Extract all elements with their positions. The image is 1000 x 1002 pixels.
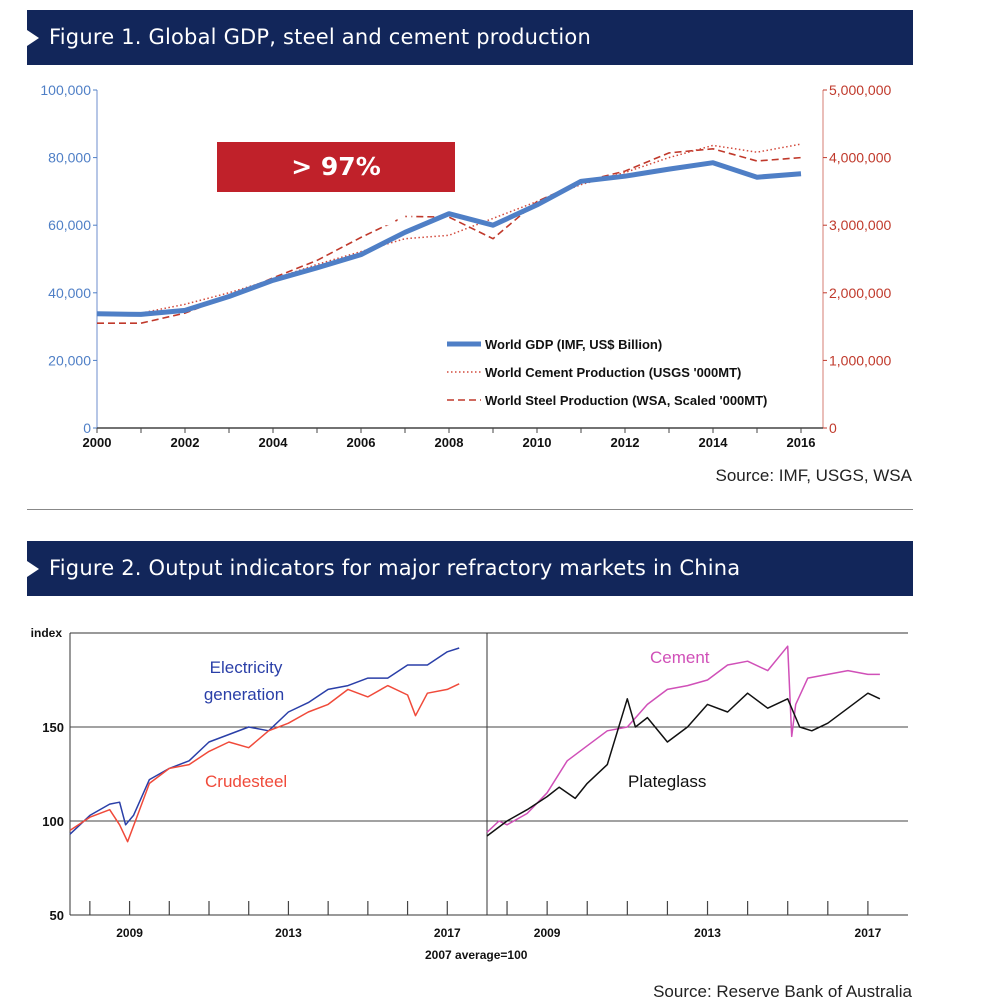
figure1-chart: 0 20,000 40,000 60,000 80,000 100,000 0 1,000,0… [40, 82, 891, 450]
x-tick-label: 2008 [435, 435, 464, 450]
x-tick-label: 2017 [434, 926, 461, 940]
left-tick-label: 0 [83, 420, 91, 436]
right-tick-label: 1,000,000 [829, 352, 891, 368]
y-axis-label: index [31, 626, 63, 640]
x-tick-label: 2006 [347, 435, 376, 450]
series-line-cement [486, 645, 880, 833]
x-tick-label: 2009 [534, 926, 561, 940]
y-tick-label: 100 [42, 814, 64, 829]
right-tick-label: 3,000,000 [829, 217, 891, 233]
series-line-crudesteel [69, 683, 460, 843]
x-tick-label: 2002 [171, 435, 200, 450]
right-tick-label: 4,000,000 [829, 150, 891, 166]
series-line-plateglass [486, 692, 881, 837]
left-tick-label: 40,000 [48, 285, 91, 301]
left-tick-label: 60,000 [48, 217, 91, 233]
right-tick-label: 5,000,000 [829, 82, 891, 98]
series-label-crudesteel: Crudesteel [205, 772, 287, 791]
figure1-banner: Figure 1. Global GDP, steel and cement p… [27, 10, 913, 65]
x-tick-label: 2013 [275, 926, 302, 940]
x-tick-label: 2013 [694, 926, 721, 940]
right-tick-label: 0 [829, 420, 837, 436]
left-tick-label: 80,000 [48, 150, 91, 166]
series-line-gdp [96, 160, 802, 317]
right-tick-label: 2,000,000 [829, 285, 891, 301]
x-tick-label: 2014 [699, 435, 729, 450]
y-tick-label: 50 [50, 908, 64, 923]
x-tick-label: 2004 [259, 435, 289, 450]
correlation-callout: > 97% correlation [217, 142, 455, 231]
series-label-plateglass: Plateglass [628, 772, 706, 791]
figure2-banner: Figure 2. Output indicators for major re… [27, 541, 913, 596]
legend-label: World Cement Production (USGS '000MT) [485, 365, 741, 380]
x-tick-label: 2000 [83, 435, 112, 450]
series-label-electricity: Electricity generation [204, 658, 284, 704]
x-tick-label: 2016 [787, 435, 816, 450]
figure1-source: Source: IMF, USGS, WSA [715, 466, 913, 485]
banner-arrow-icon [27, 561, 39, 577]
x-tick-label: 2012 [611, 435, 640, 450]
x-tick-label: 2017 [855, 926, 882, 940]
y-tick-label: 150 [42, 720, 64, 735]
figure2-title: Figure 2. Output indicators for major re… [49, 556, 741, 580]
figure2-note: 2007 average=100 [425, 948, 528, 962]
figure2-source: Source: Reserve Bank of Australia [653, 982, 912, 1001]
x-tick-label: 2009 [116, 926, 143, 940]
legend-label: World GDP (IMF, US$ Billion) [485, 337, 662, 352]
banner-arrow-icon [27, 30, 39, 46]
series-label-cement: Cement [650, 648, 710, 667]
x-tick-label: 2010 [523, 435, 552, 450]
figure1-title: Figure 1. Global GDP, steel and cement p… [49, 25, 591, 49]
series-line-electricity [69, 647, 460, 835]
left-tick-label: 20,000 [48, 352, 91, 368]
legend-label: World Steel Production (WSA, Scaled '000… [485, 393, 767, 408]
section-divider [27, 509, 913, 510]
left-tick-label: 100,000 [40, 82, 91, 98]
